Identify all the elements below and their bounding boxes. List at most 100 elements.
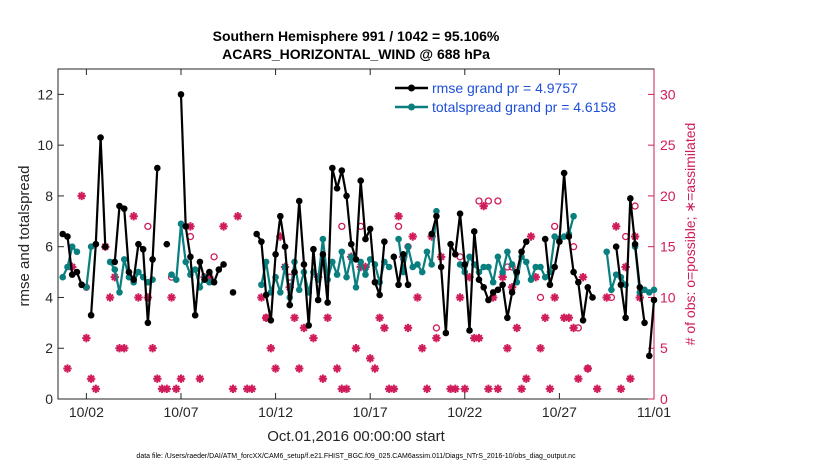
- spread-point: [319, 235, 327, 243]
- obs-assimilated-point: [380, 323, 389, 333]
- spread-point: [570, 212, 577, 220]
- y-right-tick-label: 25: [660, 137, 676, 153]
- obs-assimilated-point: [536, 344, 545, 353]
- obs-assimilated-point: [337, 384, 347, 394]
- obs-assimilated-point: [285, 283, 294, 292]
- rmse-point: [357, 177, 365, 184]
- rmse-point: [466, 327, 473, 334]
- obs-assimilated-point: [195, 374, 205, 383]
- obs-assimilated-point: [318, 374, 328, 383]
- obs-assimilated-point: [162, 384, 171, 394]
- obs-assimilated-point: [611, 222, 621, 231]
- obs-assimilated-point: [488, 293, 498, 302]
- rmse-point: [485, 296, 492, 304]
- x-tick-label: 10/07: [163, 404, 198, 420]
- y-left-tick-label: 2: [45, 340, 53, 356]
- obs-assimilated-point: [351, 344, 361, 353]
- rmse-point: [187, 253, 194, 261]
- obs-assimilated-point: [418, 344, 427, 353]
- rmse-point: [319, 251, 327, 258]
- obs-possible-point: [210, 253, 218, 261]
- rmse-point: [513, 268, 521, 276]
- rmse-point: [291, 268, 298, 276]
- spread-point: [135, 268, 142, 276]
- obs-possible-point: [394, 222, 403, 231]
- x-axis: 10/02 10/07 10/12 10/17 10/22 10/27 11/01: [69, 69, 671, 420]
- rmse-point: [627, 195, 634, 202]
- rmse-line-segment: [179, 94, 225, 317]
- spread-point: [338, 248, 346, 256]
- obs-assimilated-point: [394, 212, 403, 221]
- rmse-point: [258, 238, 265, 245]
- obs-assimilated-point: [493, 384, 503, 394]
- rmse-point: [612, 243, 620, 250]
- obs-possible-point: [536, 293, 545, 302]
- y-axis-right-label: # of obs: o=possible; ∗=assimilated: [682, 123, 698, 346]
- spread-point: [499, 268, 506, 276]
- y-left-tick-label: 4: [45, 289, 53, 305]
- rmse-line-segment: [90, 136, 107, 316]
- obs-assimilated-point: [474, 333, 484, 343]
- spread-point: [329, 258, 336, 266]
- rmse-point: [428, 230, 435, 238]
- rmse-point: [277, 212, 284, 220]
- rmse-point: [494, 286, 502, 294]
- spread-point: [541, 273, 549, 281]
- rmse-point: [229, 289, 237, 296]
- obs-assimilated-point: [243, 384, 252, 394]
- spread-point: [258, 281, 265, 289]
- rmse-point: [324, 299, 331, 306]
- spread-line-segment: [260, 238, 390, 299]
- y-left-tick-label: 6: [45, 239, 53, 255]
- obs-assimilated-point: [342, 384, 351, 394]
- rmse-point: [508, 289, 516, 296]
- obs-assimilated-point: [455, 293, 465, 302]
- rmse-point: [570, 268, 577, 276]
- obs-assimilated-point: [295, 364, 304, 373]
- spread-point: [385, 263, 393, 271]
- obs-assimilated-point: [105, 293, 115, 302]
- spread-point: [120, 256, 128, 263]
- footer-data-file: data file: /Users/raeder/DAI/ATM_forcXX/…: [136, 453, 576, 460]
- legend-spread-label: totalspread grand pr = 4.6158: [432, 99, 616, 115]
- spread-point: [466, 253, 473, 261]
- rmse-point: [272, 251, 279, 258]
- rmse-point: [371, 278, 379, 286]
- obs-assimilated-point: [422, 384, 432, 394]
- spread-point: [262, 258, 270, 266]
- spread-point: [352, 284, 360, 291]
- obs-assimilated-point: [578, 272, 588, 282]
- rmse-point: [452, 251, 459, 258]
- rmse-point: [556, 238, 563, 245]
- obs-assimilated-point: [413, 293, 422, 302]
- rmse-point: [347, 240, 355, 248]
- obs-assimilated-point: [522, 374, 531, 383]
- obs-assimilated-point: [484, 384, 493, 394]
- obs-assimilated-point: [77, 191, 86, 201]
- obs-assimilated-point: [172, 384, 181, 394]
- legend: rmse grand pr = 4.9757 totalspread grand…: [395, 80, 616, 115]
- rmse-line-segment: [392, 253, 410, 286]
- obs-assimilated-point: [635, 293, 645, 302]
- rmse-point: [366, 225, 374, 233]
- rmse-point: [163, 240, 171, 248]
- obs-assimilated-point: [91, 384, 101, 394]
- obs-assimilated-point: [432, 333, 441, 343]
- spread-point: [532, 263, 540, 271]
- y-left-tick-label: 12: [37, 86, 53, 102]
- y-left-tick-label: 8: [45, 188, 53, 204]
- legend-rmse-label: rmse grand pr = 4.9757: [432, 80, 578, 96]
- rmse-point: [352, 256, 360, 263]
- rmse-point: [139, 245, 147, 253]
- spread-point: [362, 271, 369, 278]
- obs-assimilated-point: [148, 344, 157, 353]
- rmse-point: [177, 91, 185, 98]
- obs-assimilated-point: [569, 323, 578, 333]
- rmse-point: [102, 243, 109, 250]
- rmse-point: [589, 294, 596, 301]
- obs-assimilated-point: [361, 262, 370, 272]
- obs-assimilated-point: [564, 313, 574, 322]
- rmse-point: [631, 240, 639, 248]
- spread-point: [64, 263, 71, 271]
